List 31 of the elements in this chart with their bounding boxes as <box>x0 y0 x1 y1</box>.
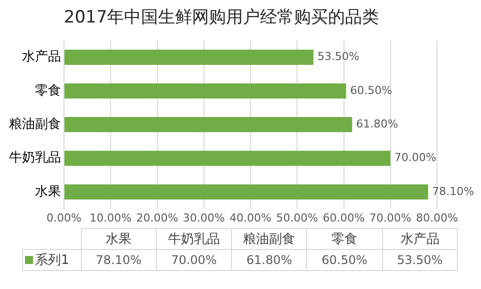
text: 53.50% <box>396 253 443 267</box>
x-tick-label: 50.00% <box>276 211 318 224</box>
x-tick-label: 80.00% <box>416 211 458 224</box>
x-tick-label: 10.00% <box>90 211 132 224</box>
x-tick-label: 40.00% <box>230 211 272 224</box>
data-label: 60.50% <box>350 84 392 97</box>
category-label: 零食 <box>332 232 358 247</box>
y-tick-label: 牛奶乳品 <box>9 150 61 166</box>
legend-label: 系列1 <box>22 250 81 270</box>
x-tick-label: 20.00% <box>136 211 178 224</box>
data-label: 70.00% <box>394 151 436 164</box>
y-tick-label: 水产品 <box>22 50 61 65</box>
category-label: 水果 <box>106 232 132 247</box>
x-tick-label: 30.00% <box>182 211 225 224</box>
text: 60.50% <box>322 253 368 267</box>
data-label: 53.50% <box>317 50 360 64</box>
y-tick-label: 粮油副食 <box>9 116 61 132</box>
data-label: 78.10% <box>432 184 474 198</box>
category-label: 粮油副食 <box>243 232 296 247</box>
chart-title: 2017年中国生鲜网购用户经常购买的品类 <box>64 8 380 28</box>
text: 78.10% <box>96 253 142 267</box>
x-tick-label: 0.00% <box>46 211 82 224</box>
y-tick-label: 水果 <box>35 184 61 200</box>
x-tick-label: 70.00% <box>369 211 412 224</box>
y-tick-label: 零食 <box>35 83 61 98</box>
category-label: 水产品 <box>400 232 440 247</box>
category-label: 牛奶乳品 <box>168 232 220 247</box>
text: 70.00% <box>171 253 217 267</box>
data-label: 61.80% <box>356 117 398 130</box>
x-tick-label: 60.00% <box>322 211 365 224</box>
text: 61.80% <box>246 253 292 267</box>
